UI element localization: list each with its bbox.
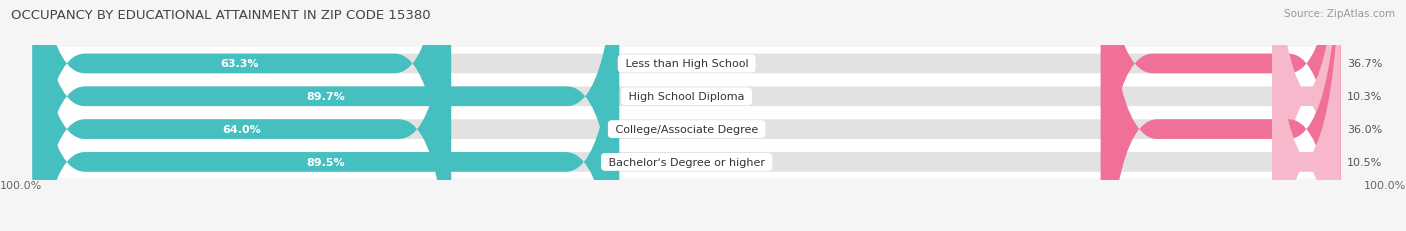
FancyBboxPatch shape: [32, 48, 1340, 81]
Text: 100.0%: 100.0%: [0, 180, 42, 191]
FancyBboxPatch shape: [1272, 0, 1340, 231]
FancyBboxPatch shape: [32, 0, 447, 231]
Text: College/Associate Degree: College/Associate Degree: [612, 125, 762, 134]
Text: 89.7%: 89.7%: [307, 92, 346, 102]
Text: 36.7%: 36.7%: [1347, 59, 1382, 69]
Text: High School Diploma: High School Diploma: [626, 92, 748, 102]
FancyBboxPatch shape: [32, 0, 1340, 231]
Text: OCCUPANCY BY EDUCATIONAL ATTAINMENT IN ZIP CODE 15380: OCCUPANCY BY EDUCATIONAL ATTAINMENT IN Z…: [11, 9, 430, 22]
FancyBboxPatch shape: [32, 81, 1340, 113]
FancyBboxPatch shape: [32, 0, 1340, 231]
FancyBboxPatch shape: [32, 0, 619, 231]
FancyBboxPatch shape: [1274, 0, 1340, 231]
FancyBboxPatch shape: [1105, 0, 1340, 231]
Text: 64.0%: 64.0%: [222, 125, 262, 134]
Text: 10.5%: 10.5%: [1347, 157, 1382, 167]
Text: 63.3%: 63.3%: [221, 59, 259, 69]
FancyBboxPatch shape: [32, 0, 451, 231]
FancyBboxPatch shape: [32, 0, 1340, 231]
Text: 36.0%: 36.0%: [1347, 125, 1382, 134]
Text: Source: ZipAtlas.com: Source: ZipAtlas.com: [1284, 9, 1395, 19]
Text: 100.0%: 100.0%: [1364, 180, 1406, 191]
Text: Less than High School: Less than High School: [621, 59, 752, 69]
Text: 89.5%: 89.5%: [307, 157, 344, 167]
FancyBboxPatch shape: [32, 0, 619, 231]
Text: Bachelor's Degree or higher: Bachelor's Degree or higher: [605, 157, 769, 167]
FancyBboxPatch shape: [32, 113, 1340, 146]
FancyBboxPatch shape: [32, 146, 1340, 179]
Text: 10.3%: 10.3%: [1347, 92, 1382, 102]
FancyBboxPatch shape: [1101, 0, 1340, 231]
FancyBboxPatch shape: [32, 0, 1340, 231]
